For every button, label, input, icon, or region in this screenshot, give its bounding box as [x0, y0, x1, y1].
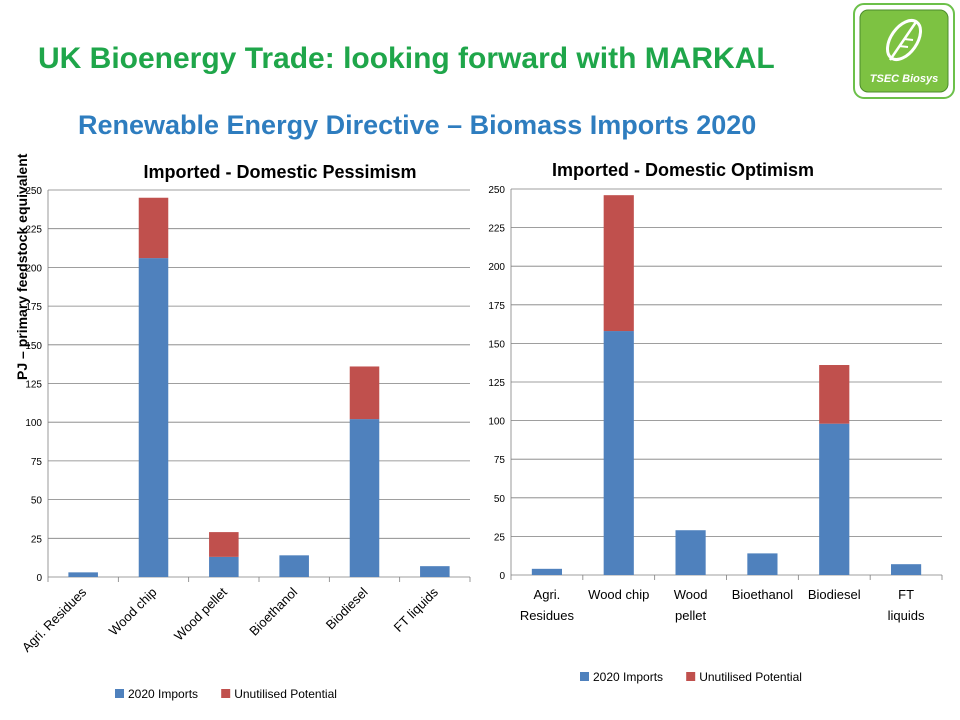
x-tick-label: FT — [898, 587, 914, 602]
legend-swatch — [686, 672, 696, 681]
y-tick-label: 150 — [25, 341, 42, 352]
x-tick-label: Bioethanol — [732, 587, 794, 602]
bar-imports — [890, 564, 922, 575]
page-subtitle: Renewable Energy Directive – Biomass Imp… — [78, 110, 757, 140]
y-tick-label: 175 — [25, 302, 42, 313]
bar-potential — [819, 365, 850, 424]
y-tick-label: 125 — [25, 380, 42, 391]
bar-potential — [209, 532, 239, 557]
x-tick-label: Wood — [674, 587, 708, 602]
legend-label: 2020 Imports — [593, 670, 663, 684]
bar-imports — [138, 258, 169, 577]
tsec-biosys-logo: TSEC Biosys — [853, 3, 955, 99]
bar-imports — [68, 572, 98, 577]
chart-2: Imported - Domestic Optimism 0 25 50 75 100 12… — [488, 160, 943, 684]
y-tick-label: 125 — [488, 378, 505, 389]
y-tick-label: 0 — [36, 573, 42, 584]
x-tick-label: Wood chip — [106, 585, 160, 639]
y-tick-label: 75 — [31, 457, 43, 468]
x-tick-label: Wood pellet — [171, 584, 230, 643]
chart-title: Imported - Domestic Optimism — [552, 160, 814, 180]
bar-potential — [603, 195, 634, 332]
x-tick-label: Wood chip — [588, 587, 649, 602]
legend-swatch — [115, 689, 124, 698]
chart-1: Imported - Domestic Pessimism 0 25 50 75 100 1… — [19, 162, 471, 701]
y-tick-label: 100 — [488, 417, 505, 428]
bar-imports — [675, 530, 706, 575]
y-tick-label: 175 — [488, 301, 505, 312]
y-tick-label: 0 — [499, 571, 505, 582]
y-tick-label: 225 — [25, 225, 42, 236]
x-tick-label: liquids — [888, 608, 925, 623]
bar-potential — [138, 197, 169, 259]
y-tick-label: 150 — [488, 339, 505, 350]
x-tick-label: pellet — [675, 608, 706, 623]
y-tick-label: 75 — [494, 455, 506, 466]
y-tick-label: 250 — [488, 185, 505, 196]
y-tick-label: 100 — [25, 418, 42, 429]
legend-label: Unutilised Potential — [234, 687, 337, 701]
bar-imports — [747, 553, 778, 575]
bar-potential — [349, 366, 380, 420]
leaf-icon — [885, 18, 923, 62]
bar-imports — [819, 423, 850, 575]
legend-label: Unutilised Potential — [699, 670, 802, 684]
bar-imports — [349, 419, 380, 577]
x-tick-label: Residues — [520, 608, 575, 623]
x-tick-label: Biodiesel — [808, 587, 861, 602]
bar-imports — [603, 331, 634, 575]
x-tick-label: Agri. — [534, 587, 561, 602]
y-tick-label: 225 — [488, 224, 505, 235]
x-tick-label: FT liquids — [391, 584, 442, 635]
logo-text: TSEC Biosys — [870, 73, 938, 85]
bar-imports — [209, 556, 239, 577]
legend-swatch — [221, 689, 231, 698]
y-tick-label: 25 — [31, 534, 43, 545]
x-tick-label: Biodiesel — [323, 584, 371, 632]
bar-imports — [279, 555, 309, 577]
y-tick-label: 50 — [494, 494, 506, 505]
legend-swatch — [580, 672, 589, 681]
y-tick-label: 50 — [31, 496, 43, 507]
y-tick-label: 200 — [25, 263, 42, 274]
bar-imports — [420, 566, 450, 577]
y-tick-label: 250 — [25, 186, 42, 197]
bar-imports — [531, 568, 563, 575]
x-tick-label: Agri. Residues — [19, 584, 90, 655]
y-tick-label: 25 — [494, 532, 506, 543]
page-title: UK Bioenergy Trade: looking forward with… — [38, 42, 775, 75]
chart-title: Imported - Domestic Pessimism — [143, 162, 416, 182]
legend-label: 2020 Imports — [128, 687, 198, 701]
y-axis-label: PJ – primary feedstock equivalent — [14, 153, 30, 380]
x-tick-label: Bioethanol — [246, 584, 300, 638]
y-tick-label: 200 — [488, 262, 505, 273]
